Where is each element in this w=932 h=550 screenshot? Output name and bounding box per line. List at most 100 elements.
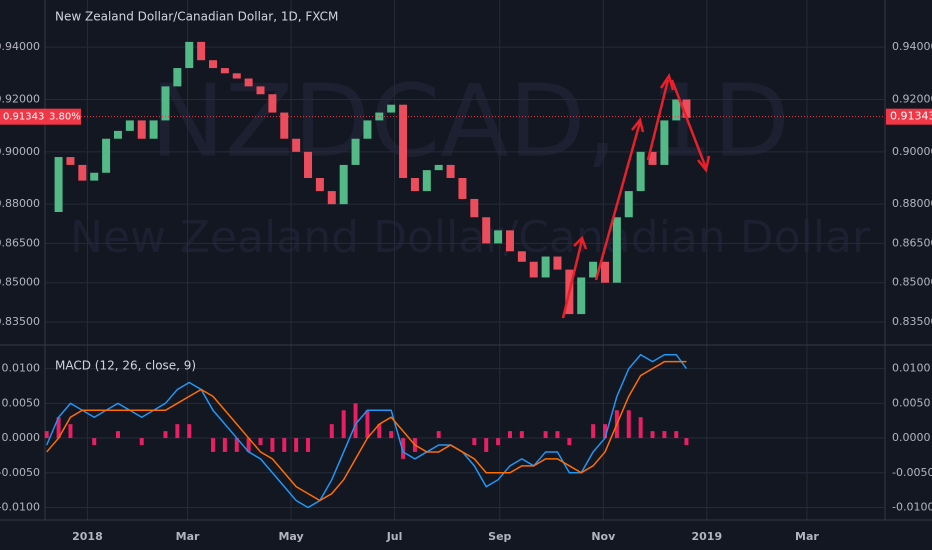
price-candle xyxy=(482,217,491,244)
price-candle xyxy=(494,230,503,244)
change-label: 3.80% xyxy=(49,112,81,123)
y-tick-label: -0.0050 xyxy=(0,466,40,479)
histogram-bar xyxy=(377,424,382,439)
price-candle xyxy=(173,68,182,87)
last-price-label: 0.91343 xyxy=(890,110,932,123)
price-candle xyxy=(125,120,134,131)
price-candle xyxy=(304,151,313,178)
y-tick-label: 0.90000 xyxy=(0,145,40,158)
price-candle xyxy=(280,112,289,139)
price-candle xyxy=(553,256,562,270)
price-candle xyxy=(327,191,336,205)
y-tick-label: 0.92000 xyxy=(0,92,40,105)
price-candle xyxy=(624,191,633,218)
histogram-bar xyxy=(222,438,227,452)
price-candle xyxy=(672,99,681,121)
histogram-bar xyxy=(163,431,168,439)
price-candle xyxy=(410,177,419,192)
histogram-bar xyxy=(187,424,192,439)
annotation-arrows xyxy=(561,73,711,319)
price-candle xyxy=(636,151,645,192)
price-candle xyxy=(612,217,621,283)
price-candle xyxy=(102,138,111,173)
price-candle xyxy=(517,251,526,262)
y-tick-label: -0.0100 xyxy=(0,501,40,514)
histogram-bar xyxy=(68,424,73,439)
price-candle xyxy=(292,138,301,152)
histogram-bar xyxy=(175,424,180,439)
x-tick-label: Sep xyxy=(488,530,511,543)
y-tick-label: -0.0050 xyxy=(892,466,932,479)
indicator-label: MACD (12, 26, close, 9) xyxy=(55,359,196,373)
y-tick-label: 0.90000 xyxy=(892,145,932,158)
histogram-bar xyxy=(519,431,524,439)
y-tick-label: 0.0100 xyxy=(892,362,931,375)
y-tick-label: 0.94000 xyxy=(892,40,932,53)
histogram-bar xyxy=(270,438,275,452)
histogram-bar xyxy=(484,438,489,452)
histogram-bar xyxy=(234,438,239,452)
marks: 2018 Mar May Jul Sep Nov 2019 Mar 0.83500 0.83500… xyxy=(0,40,932,543)
price-candle xyxy=(161,86,170,121)
price-candle xyxy=(339,164,348,205)
price-candle xyxy=(399,104,408,178)
y-tick-label: 0.85000 xyxy=(892,276,932,289)
price-candle xyxy=(244,78,253,87)
histogram-bar xyxy=(436,431,441,439)
last-price-box xyxy=(0,108,45,125)
histogram-bar xyxy=(638,417,643,439)
arrow xyxy=(561,235,588,319)
y-tick-label: 0.86500 xyxy=(0,236,40,249)
y-tick-label: 0.88000 xyxy=(0,197,40,210)
histogram-bar xyxy=(306,438,311,452)
histogram-bar xyxy=(567,438,572,445)
y-tick-label: 0.0000 xyxy=(2,431,41,444)
price-candle xyxy=(505,230,514,252)
histogram-bar xyxy=(115,431,120,439)
price-candle xyxy=(256,86,265,95)
watermark-subtitle: New Zealand Dollar/Canadian Dollar xyxy=(70,212,871,263)
x-tick-label: 2018 xyxy=(72,530,103,543)
x-tick-label: Mar xyxy=(176,530,200,543)
histogram-bar xyxy=(555,431,560,439)
price-candle xyxy=(113,130,122,139)
histogram-bar xyxy=(92,438,97,445)
price-candle xyxy=(458,177,467,199)
y-tick-label: 0.85000 xyxy=(0,276,40,289)
price-candle xyxy=(363,120,372,139)
histogram-bar xyxy=(365,410,370,439)
histogram-bar xyxy=(341,410,346,439)
histogram-bar xyxy=(674,431,679,439)
y-tick-label: 0.92000 xyxy=(892,92,932,105)
price-candle xyxy=(315,177,324,192)
price-candle xyxy=(351,138,360,165)
histogram-bar xyxy=(282,438,287,452)
y-tick-label: 0.83500 xyxy=(0,315,40,328)
histogram-bar xyxy=(507,431,512,439)
price-candle xyxy=(90,172,99,181)
x-tick-label: Nov xyxy=(591,530,616,543)
price-candle xyxy=(601,261,609,283)
y-tick-label: 0.86500 xyxy=(892,236,932,249)
histogram-bar xyxy=(329,424,334,439)
histogram-bar xyxy=(591,424,596,439)
price-candle xyxy=(232,73,241,79)
price-candle xyxy=(589,261,598,278)
price-candle xyxy=(78,164,87,181)
y-tick-label: 0.0000 xyxy=(892,431,931,444)
y-tick-label: 0.0100 xyxy=(2,362,41,375)
histogram-bar xyxy=(211,438,215,452)
arrow xyxy=(594,117,645,281)
chart-title: New Zealand Dollar/Canadian Dollar, 1D, … xyxy=(55,10,338,24)
price-candle xyxy=(197,41,206,61)
histogram-bar xyxy=(258,438,263,445)
x-tick-label: 2019 xyxy=(692,530,723,543)
x-tick-label: Mar xyxy=(795,530,819,543)
watermark: NZDCAD, 1D xyxy=(150,62,790,179)
price-candle xyxy=(149,120,158,139)
histogram-bar xyxy=(294,438,299,452)
histogram-bar xyxy=(389,431,394,439)
macd-line xyxy=(46,360,687,502)
price-candle xyxy=(446,164,455,178)
